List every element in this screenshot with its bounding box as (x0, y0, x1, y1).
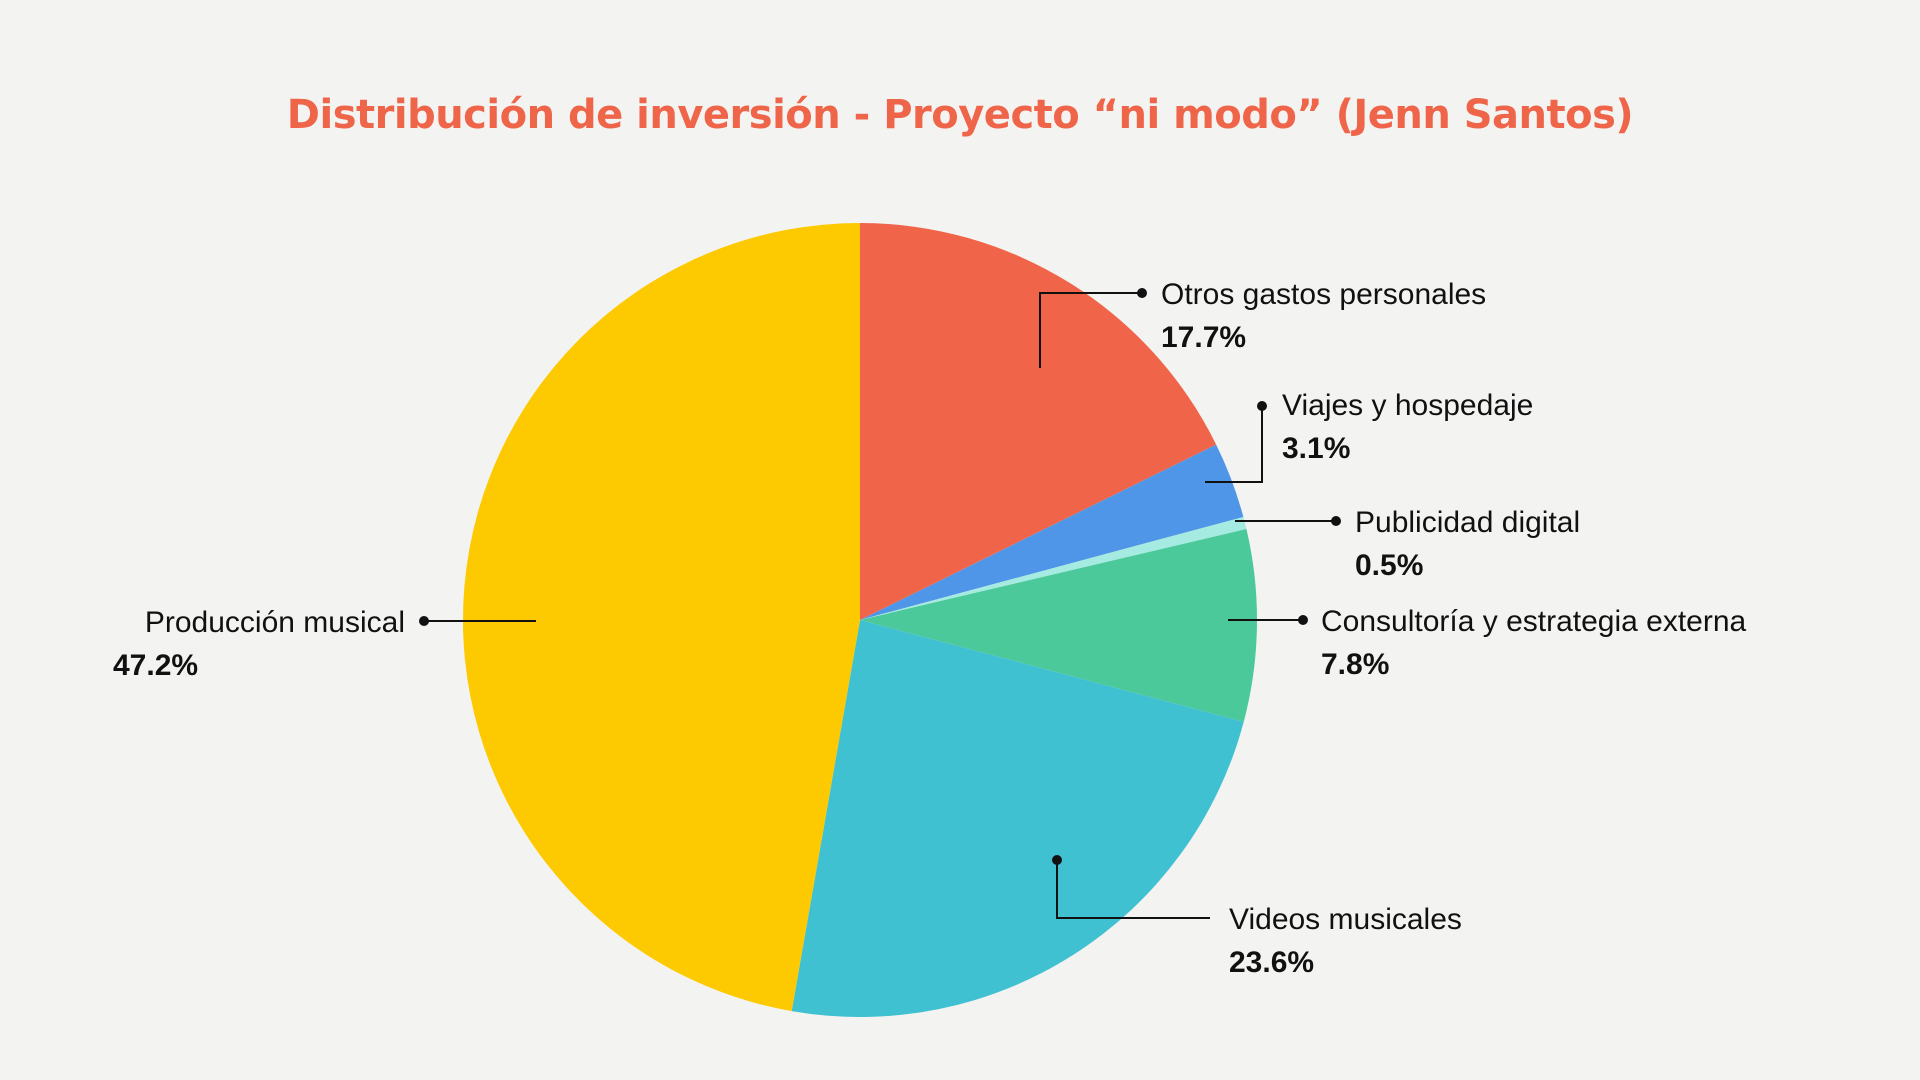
pie-slice-viajes-y-hospedaje (860, 444, 1244, 620)
slice-label-consultoria-y-estrategia-externa: Consultoría y estrategia externa (1321, 605, 1747, 638)
pie-slice-consultoria-y-estrategia-externa (860, 529, 1257, 722)
slice-value-consultoria-y-estrategia-externa: 7.8% (1321, 648, 1389, 681)
leader-dot-otros-gastos-personales (1137, 288, 1147, 298)
leader-dot-viajes-y-hospedaje (1257, 401, 1267, 411)
leader-dot-publicidad-digital (1331, 516, 1341, 526)
pie-slice-produccion-musical (462, 223, 860, 1012)
slice-label-viajes-y-hospedaje: Viajes y hospedaje (1282, 389, 1533, 422)
slice-value-otros-gastos-personales: 17.7% (1161, 321, 1246, 354)
leader-dot-produccion-musical (419, 616, 429, 626)
slice-label-otros-gastos-personales: Otros gastos personales (1161, 278, 1486, 311)
pie-slice-otros-gastos-personales (860, 223, 1217, 620)
leader-line-videos-musicales (1056, 860, 1210, 919)
slice-value-publicidad-digital: 0.5% (1355, 549, 1423, 582)
leader-dot-videos-musicales (1052, 855, 1062, 865)
slice-label-produccion-musical: Producción musical (145, 606, 405, 639)
slice-value-videos-musicales: 23.6% (1229, 946, 1314, 979)
pie-slice-videos-musicales (791, 620, 1244, 1018)
slice-label-publicidad-digital: Publicidad digital (1355, 506, 1580, 539)
chart-title: Distribución de inversión - Proyecto “ni… (286, 92, 1634, 138)
slice-label-videos-musicales: Videos musicales (1229, 903, 1462, 936)
slice-value-produccion-musical: 47.2% (113, 649, 198, 682)
leader-dot-consultoria-y-estrategia-externa (1298, 615, 1308, 625)
leader-line-viajes-y-hospedaje (1205, 406, 1263, 483)
pie-slice-publicidad-digital (860, 516, 1247, 620)
leader-line-otros-gastos-personales (1039, 292, 1142, 368)
slice-value-viajes-y-hospedaje: 3.1% (1282, 432, 1350, 465)
